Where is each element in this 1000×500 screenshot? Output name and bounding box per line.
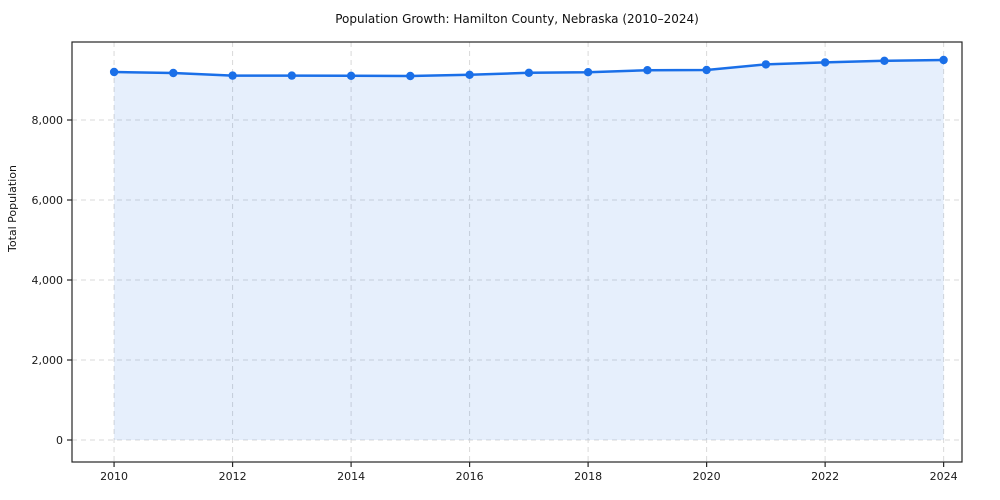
data-point-marker [109, 67, 119, 77]
data-point-marker [465, 70, 474, 80]
y-tick-label: 0 [56, 434, 63, 447]
x-tick-label: 2010 [100, 470, 128, 483]
y-tick-label: 8,000 [32, 114, 64, 127]
data-point-marker [406, 71, 415, 81]
y-tick-label: 2,000 [32, 354, 64, 367]
chart-title: Population Growth: Hamilton County, Nebr… [335, 12, 699, 26]
data-point-marker [880, 56, 889, 65]
x-tick-label: 2018 [574, 470, 602, 483]
y-tick-label: 4,000 [32, 274, 64, 287]
x-tick-label: 2016 [456, 470, 484, 483]
data-point-marker [702, 65, 711, 75]
x-tick-label: 2022 [811, 470, 839, 483]
data-point-marker [287, 71, 296, 80]
data-point-marker [820, 58, 830, 67]
x-tick-label: 2020 [693, 470, 721, 483]
data-point-marker [524, 68, 534, 78]
x-tick-label: 2024 [930, 470, 958, 483]
x-tick-label: 2014 [337, 470, 365, 483]
data-point-marker [939, 55, 948, 65]
data-point-marker [761, 60, 771, 69]
data-point-marker [228, 71, 237, 80]
x-tick-label: 2012 [219, 470, 247, 483]
y-tick-label: 6,000 [32, 194, 64, 207]
data-point-marker [583, 68, 593, 77]
area-fill [114, 60, 944, 440]
data-point-marker [643, 66, 652, 75]
data-point-marker [346, 71, 356, 81]
data-point-marker [169, 68, 178, 78]
plot-border [71, 41, 963, 463]
